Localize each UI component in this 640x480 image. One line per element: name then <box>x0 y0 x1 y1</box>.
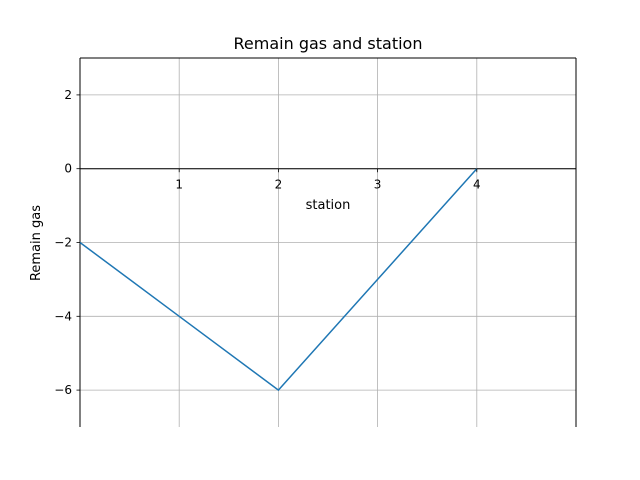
x-tick-label: 1 <box>175 178 183 192</box>
y-tick-label: 0 <box>64 162 72 176</box>
x-axis-ticks: 1 2 3 4 <box>175 168 481 192</box>
plot-area <box>79 168 478 392</box>
y-axis-label: Remain gas <box>29 205 44 281</box>
y-tick-label: −6 <box>54 383 72 397</box>
x-tick-label: 3 <box>374 178 382 192</box>
chart-title: Remain gas and station <box>234 34 423 53</box>
x-tick-label: 2 <box>275 178 283 192</box>
x-tick-label: 4 <box>473 178 481 192</box>
y-tick-label: −4 <box>54 309 72 323</box>
x-axis-label: station <box>306 198 351 213</box>
y-tick-label: −2 <box>54 236 72 250</box>
axes-spines <box>79 57 577 427</box>
y-axis-ticks: 2 0 −2 −4 −6 <box>54 88 80 397</box>
series-line <box>79 168 478 392</box>
y-tick-label: 2 <box>64 88 72 102</box>
